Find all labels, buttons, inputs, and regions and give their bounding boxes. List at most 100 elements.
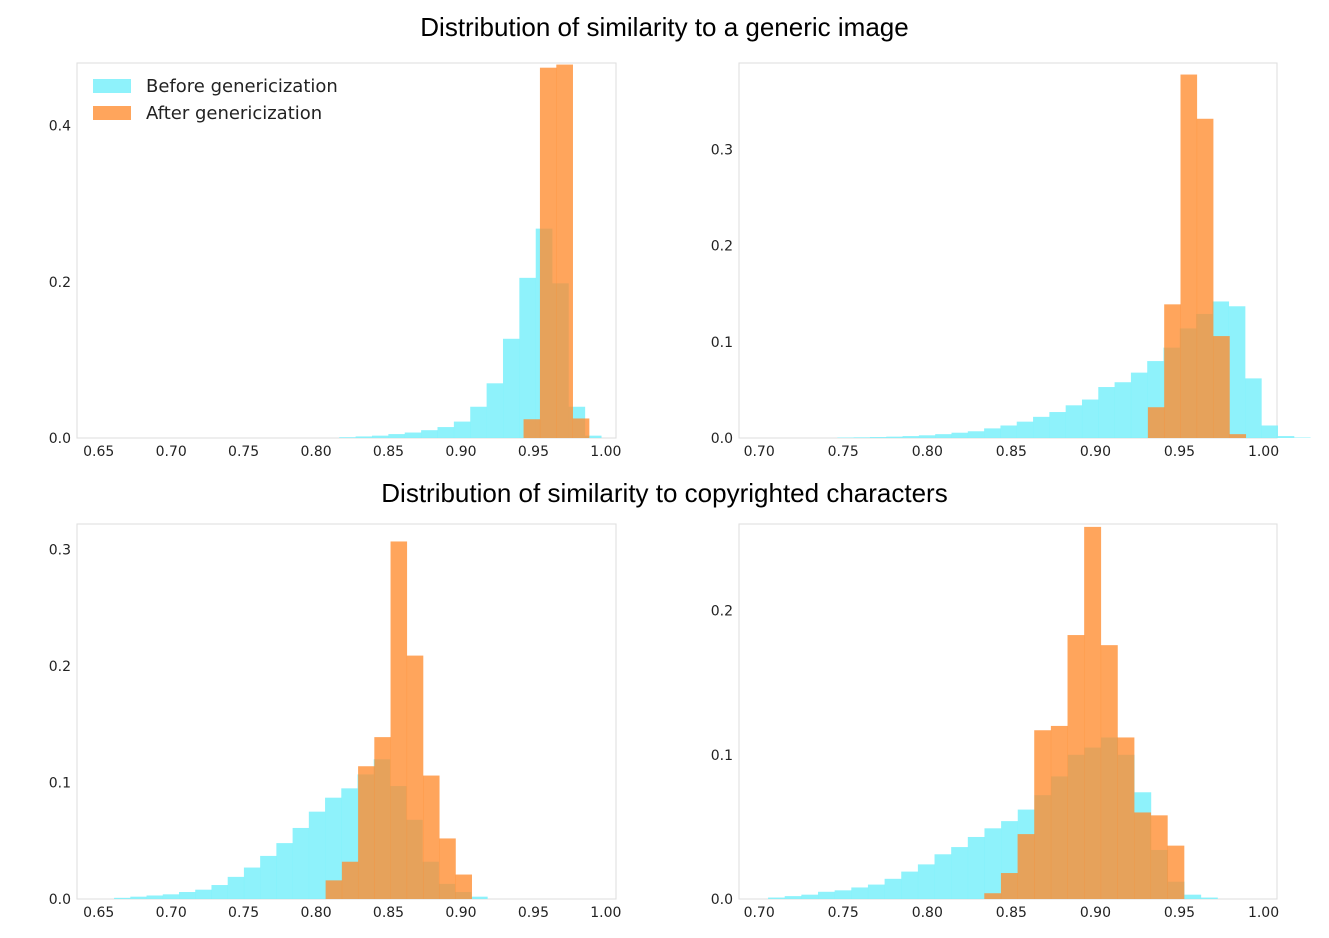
before-bar [146, 895, 164, 899]
x-tick-label: 0.90 [1080, 444, 1111, 460]
after-bar [1180, 74, 1198, 439]
x-tick-label: 0.80 [300, 905, 331, 921]
x-tick-label: 0.70 [744, 905, 775, 921]
before-bar [1228, 306, 1246, 438]
x-tick-label: 0.70 [156, 444, 187, 460]
before-bar [801, 894, 819, 899]
x-tick-label: 0.75 [828, 444, 859, 460]
y-tick-label: 0.0 [49, 431, 71, 447]
after-bar [1034, 730, 1052, 899]
before-bar [984, 828, 1002, 899]
before-bar [967, 431, 985, 438]
legend-label-before: Before genericization [146, 76, 338, 97]
after-bar [358, 766, 375, 899]
y-tick-label: 0.1 [49, 776, 71, 792]
before-bar [1000, 425, 1018, 438]
panel-top-right: 0.70 0.75 0.80 0.85 0.90 0.95 1.00 0.0 0.1 0.2 0.3 [711, 62, 1311, 460]
x-tick-label: 0.80 [912, 444, 943, 460]
before-bar [1261, 425, 1278, 438]
x-tick-label: 0.80 [912, 905, 943, 921]
before-bar [884, 878, 902, 899]
y-tick-label: 0.3 [49, 543, 71, 559]
before-bar [917, 864, 935, 899]
after-bar [406, 655, 424, 899]
before-bar [984, 428, 1001, 438]
x-tick-label: 0.85 [996, 905, 1027, 921]
bottom-suptitle: Distribution of similarity to copyrighte… [381, 478, 948, 508]
before-bar [162, 894, 180, 899]
before-bar [834, 890, 852, 899]
before-bar [470, 406, 487, 438]
legend-label-after: After genericization [146, 103, 322, 124]
after-bar [1150, 815, 1168, 899]
before-bar [818, 891, 835, 899]
y-tick-label: 0.1 [711, 748, 733, 764]
before-bar [768, 897, 786, 899]
after-bar [390, 541, 408, 899]
after-bar [1067, 635, 1085, 899]
before-bar [372, 435, 389, 438]
before-bar [179, 892, 196, 899]
y-tick-label: 0.2 [711, 604, 733, 620]
after-bar [1147, 407, 1165, 438]
x-tick-label: 0.80 [300, 444, 331, 460]
x-tick-label: 0.90 [445, 444, 476, 460]
x-tick-label: 0.70 [744, 444, 775, 460]
after-bar [1084, 526, 1102, 899]
y-tick-label: 0.2 [49, 275, 71, 291]
x-tick-label: 0.75 [228, 444, 259, 460]
before-bar [1065, 405, 1083, 438]
before-bar [519, 277, 537, 438]
x-tick-label: 1.00 [1248, 444, 1279, 460]
before-bar [1130, 372, 1148, 438]
before-bar [1081, 399, 1099, 438]
after-bar [325, 880, 343, 899]
before-bar [388, 434, 406, 438]
x-tick-label: 0.85 [996, 444, 1027, 460]
before-bar [243, 867, 261, 899]
after-bar [539, 67, 557, 438]
before-bar [584, 435, 602, 438]
before-bar [1200, 897, 1218, 899]
before-bar [851, 887, 869, 899]
x-tick-label: 0.90 [1080, 905, 1111, 921]
before-bar [869, 437, 887, 438]
before-bar [1277, 436, 1295, 438]
x-tick-label: 1.00 [590, 905, 621, 921]
before-bar [453, 421, 471, 438]
after-bar [439, 838, 456, 899]
panel-top-left: 0.65 0.70 0.75 0.80 0.85 0.90 0.95 1.00 0.0 0.2 0.… [49, 62, 621, 460]
after-bar [523, 419, 541, 438]
before-bar [355, 436, 373, 438]
after-bar [455, 874, 472, 899]
before-bar [967, 836, 985, 899]
after-bar [374, 737, 391, 899]
before-bar [502, 338, 520, 438]
before-bar [292, 827, 310, 899]
before-bar [437, 427, 455, 438]
before-bar [325, 797, 342, 899]
panel-bottom-right: 0.70 0.75 0.80 0.85 0.90 0.95 1.00 0.0 0.1 0.2 [711, 523, 1279, 921]
after-bar [1213, 336, 1230, 438]
y-tick-label: 0.0 [711, 892, 733, 908]
before-bar [1114, 382, 1132, 438]
before-bar [1098, 387, 1115, 438]
before-bar [1033, 416, 1050, 438]
before-bar [114, 897, 131, 899]
y-tick-label: 0.4 [49, 119, 71, 135]
before-bar [211, 885, 228, 899]
x-tick-label: 0.65 [83, 444, 114, 460]
x-tick-label: 0.90 [445, 905, 476, 921]
after-bar [1134, 812, 1152, 899]
after-bar [1000, 873, 1018, 899]
after-bar [572, 418, 590, 438]
before-bar [421, 430, 438, 438]
before-bar [867, 884, 885, 899]
before-bar [886, 436, 903, 438]
y-tick-label: 0.2 [711, 239, 733, 255]
before-bar [471, 896, 488, 899]
legend-swatch-before [93, 79, 131, 93]
x-tick-label: 0.95 [1164, 444, 1195, 460]
x-tick-label: 0.85 [373, 444, 404, 460]
